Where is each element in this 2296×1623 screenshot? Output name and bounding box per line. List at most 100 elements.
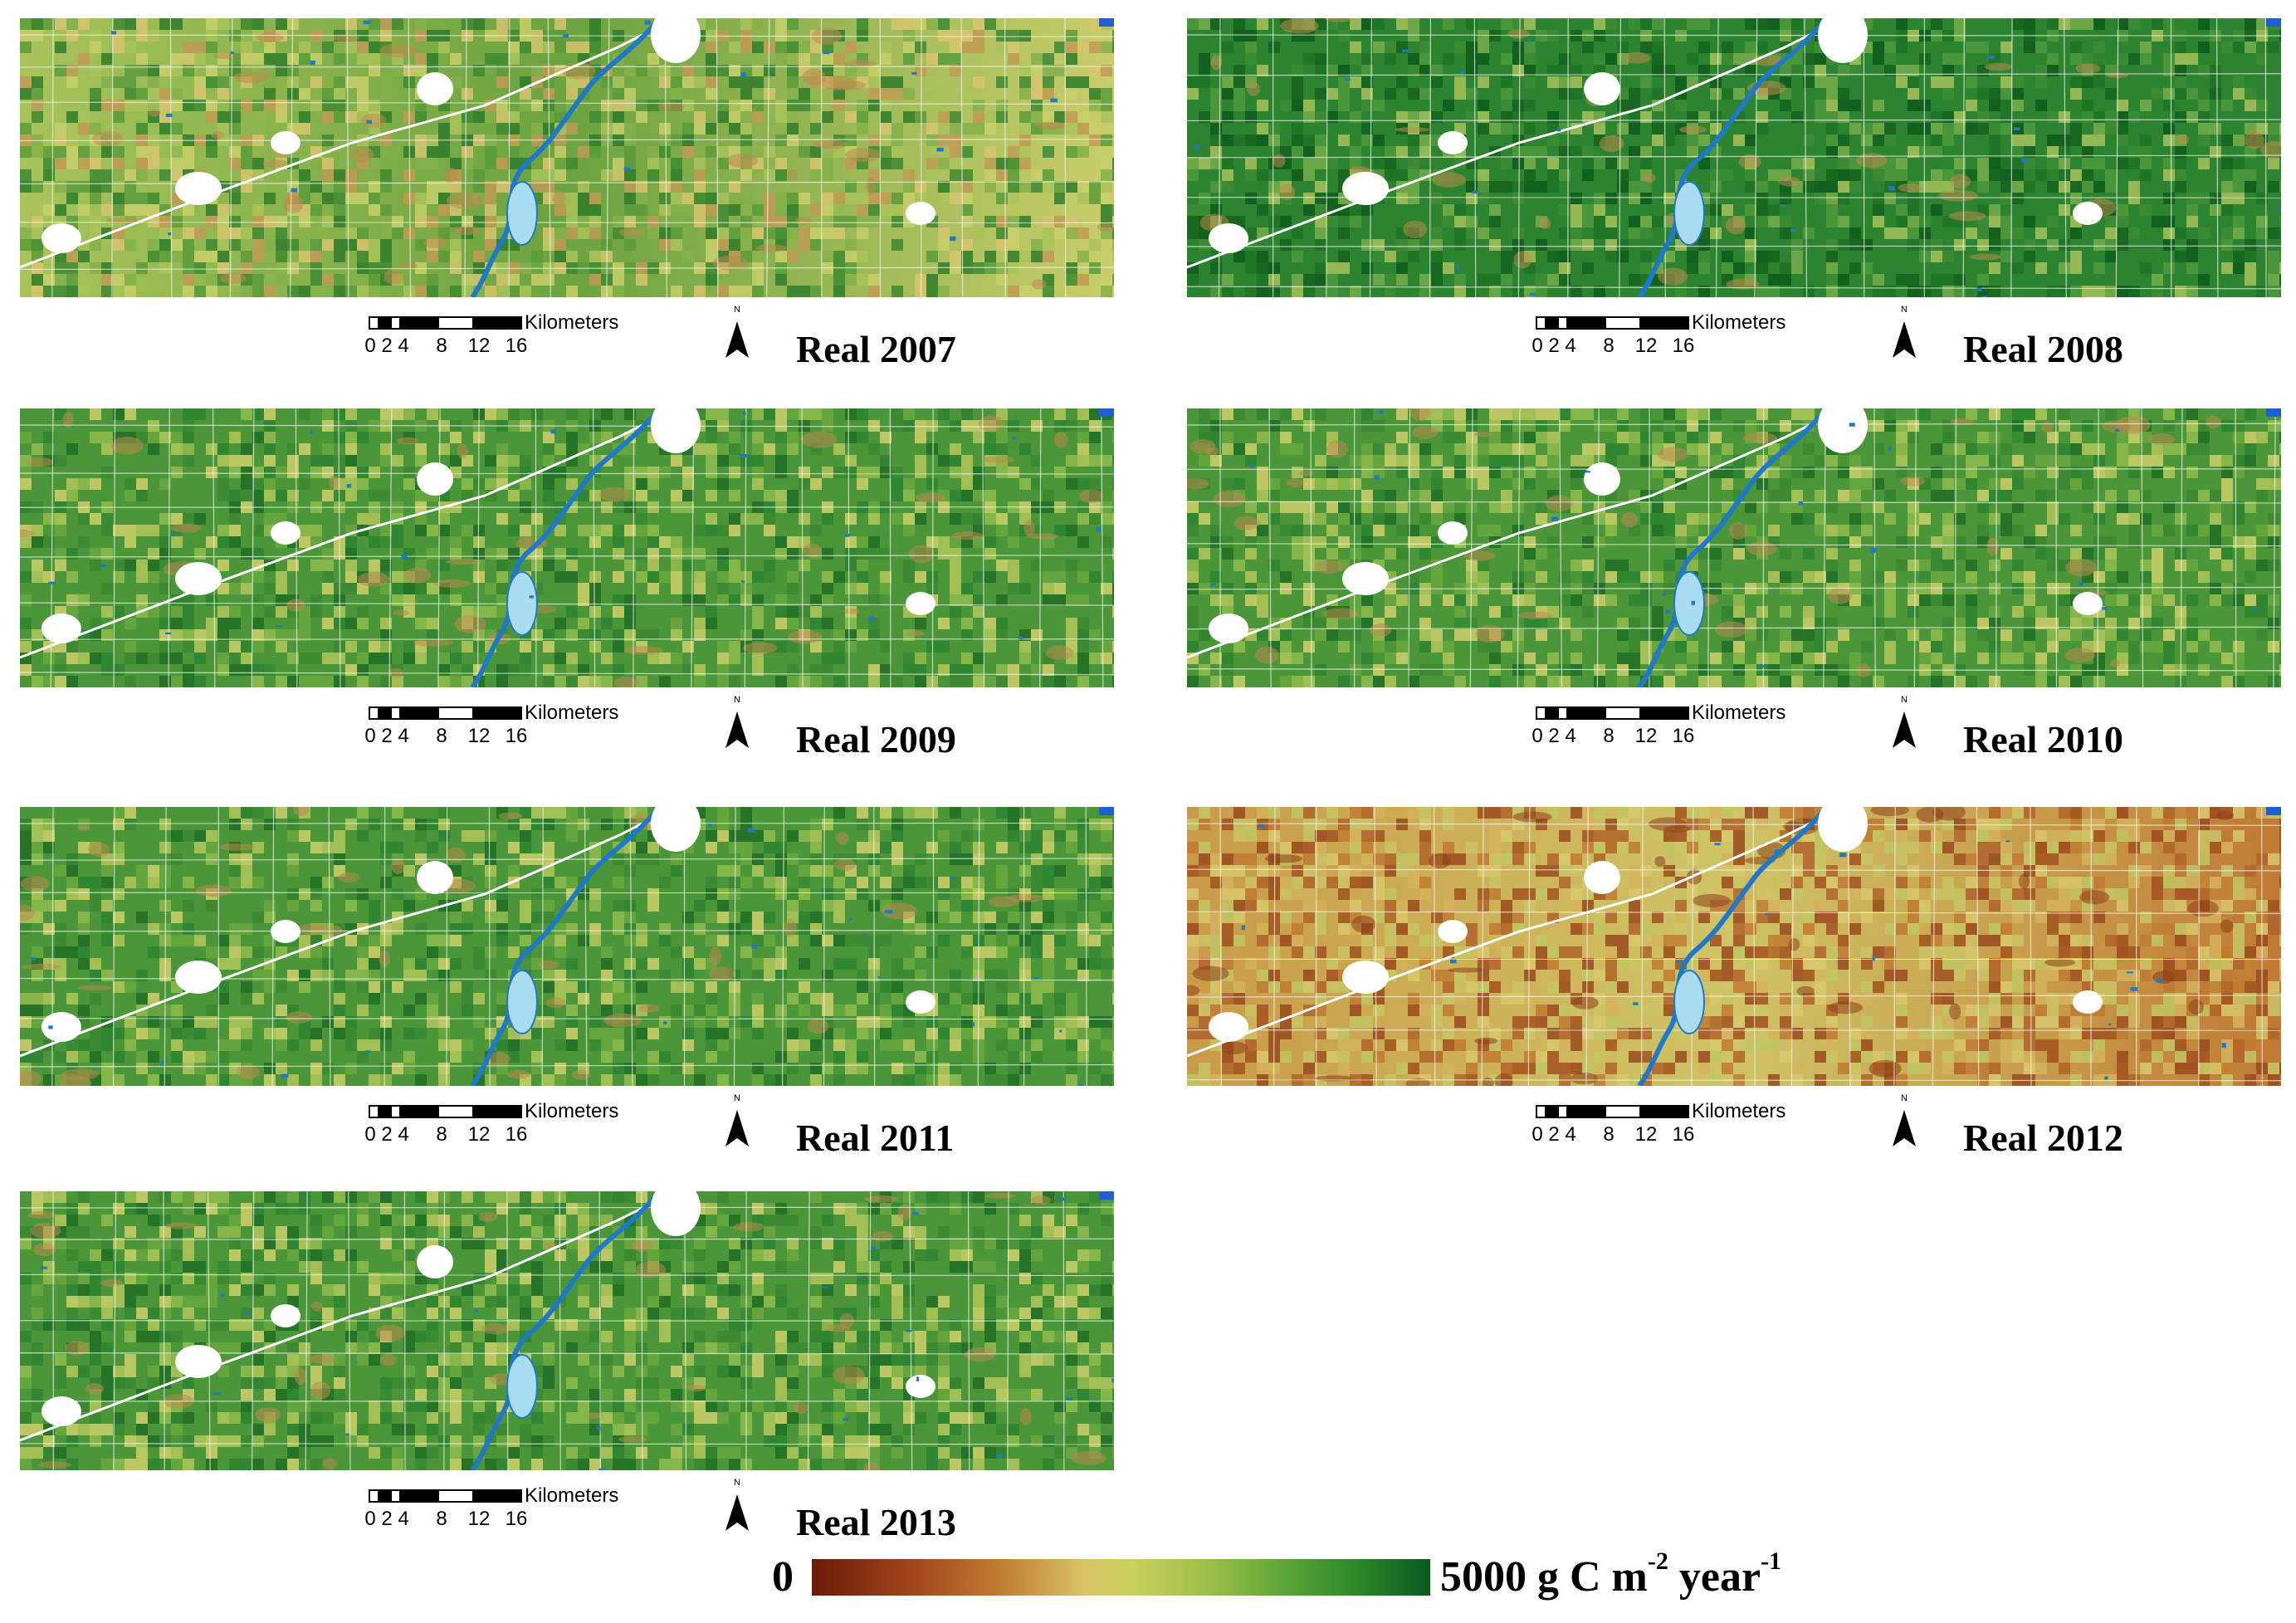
land-patch xyxy=(1512,513,1524,525)
land-patch xyxy=(334,455,345,467)
land-patch xyxy=(32,286,43,297)
land-patch xyxy=(496,76,508,88)
land-patch xyxy=(1031,111,1043,123)
land-patch xyxy=(2105,432,2117,443)
land-patch xyxy=(717,560,729,571)
land-patch xyxy=(1582,169,1594,181)
land-patch xyxy=(2140,53,2152,65)
land-patch xyxy=(2233,76,2245,88)
land-patch xyxy=(961,420,973,432)
land-patch xyxy=(1315,204,1326,216)
land-patch xyxy=(2024,123,2035,134)
land-patch xyxy=(1838,274,1849,286)
land-patch xyxy=(1338,30,1350,42)
land-patch xyxy=(252,100,264,111)
land-patch xyxy=(950,571,961,583)
land-patch xyxy=(1210,100,1222,111)
land-patch xyxy=(1089,42,1101,53)
lake-shape xyxy=(506,571,538,636)
road-line xyxy=(111,18,114,297)
land-patch xyxy=(1043,583,1054,594)
land-patch xyxy=(2256,227,2268,239)
land-patch xyxy=(1454,216,1466,227)
land-patch xyxy=(229,618,241,629)
land-patch xyxy=(961,583,973,594)
land-patch xyxy=(740,134,752,146)
land-patch xyxy=(473,181,485,193)
land-patch xyxy=(880,467,892,478)
land-patch xyxy=(1571,560,1582,571)
land-patch xyxy=(694,193,706,204)
land-patch xyxy=(1089,262,1101,274)
land-patch xyxy=(43,158,55,169)
land-patch xyxy=(1931,146,1942,158)
land-patch xyxy=(764,146,775,158)
land-patch xyxy=(1919,560,1931,571)
road-line xyxy=(1187,34,2281,37)
land-patch xyxy=(671,490,682,501)
land-patch xyxy=(961,664,973,676)
land-patch xyxy=(508,443,520,455)
land-patch xyxy=(810,571,822,583)
land-patch xyxy=(647,571,659,583)
land-patch xyxy=(310,606,322,618)
land-patch xyxy=(857,432,868,443)
land-patch xyxy=(2198,490,2210,501)
land-patch xyxy=(125,653,136,664)
land-patch xyxy=(1066,420,1077,432)
land-patch xyxy=(2105,88,2117,100)
land-patch xyxy=(961,594,973,606)
land-patch xyxy=(1710,408,1722,420)
water-body xyxy=(936,147,944,152)
land-patch xyxy=(2128,525,2140,536)
land-patch xyxy=(1210,286,1222,297)
low-productivity-patch xyxy=(349,146,374,163)
road-line xyxy=(1754,18,1758,297)
land-patch xyxy=(450,455,462,467)
land-patch xyxy=(1031,181,1043,193)
land-patch xyxy=(403,443,415,455)
land-patch xyxy=(1524,65,1536,76)
land-patch xyxy=(1663,513,1675,525)
land-patch xyxy=(566,676,578,687)
land-patch xyxy=(938,227,950,239)
land-patch xyxy=(566,653,578,664)
land-patch xyxy=(1815,169,1826,181)
land-patch xyxy=(357,664,369,676)
land-patch xyxy=(2140,134,2152,146)
water-body xyxy=(1099,18,1114,27)
land-patch xyxy=(543,478,554,490)
land-patch xyxy=(1733,594,1745,606)
land-patch xyxy=(938,239,950,251)
land-patch xyxy=(2140,100,2152,111)
land-patch xyxy=(636,65,647,76)
water-body xyxy=(1456,266,1460,271)
land-patch xyxy=(1966,42,1977,53)
land-patch xyxy=(787,251,799,262)
land-patch xyxy=(1222,548,1233,560)
land-patch xyxy=(752,571,764,583)
land-patch xyxy=(2035,490,2047,501)
scale-tick-label: 2 xyxy=(1548,335,1560,357)
land-patch xyxy=(1019,583,1031,594)
land-patch xyxy=(2163,18,2175,30)
land-patch xyxy=(1303,53,1315,65)
land-patch xyxy=(206,76,217,88)
land-patch xyxy=(229,664,241,676)
land-patch xyxy=(1233,100,1245,111)
land-patch xyxy=(1112,641,1114,653)
land-patch xyxy=(1722,204,1733,216)
land-patch xyxy=(1019,76,1031,88)
land-patch xyxy=(880,111,892,123)
land-patch xyxy=(1385,193,1396,204)
road-line xyxy=(437,408,441,687)
land-patch xyxy=(462,467,473,478)
land-patch xyxy=(1280,76,1292,88)
land-patch xyxy=(903,181,915,193)
land-patch xyxy=(752,88,764,100)
land-patch xyxy=(2070,251,2082,262)
land-patch xyxy=(1089,408,1101,420)
land-patch xyxy=(1326,286,1338,297)
land-patch xyxy=(2163,65,2175,76)
water-body xyxy=(1012,437,1016,440)
